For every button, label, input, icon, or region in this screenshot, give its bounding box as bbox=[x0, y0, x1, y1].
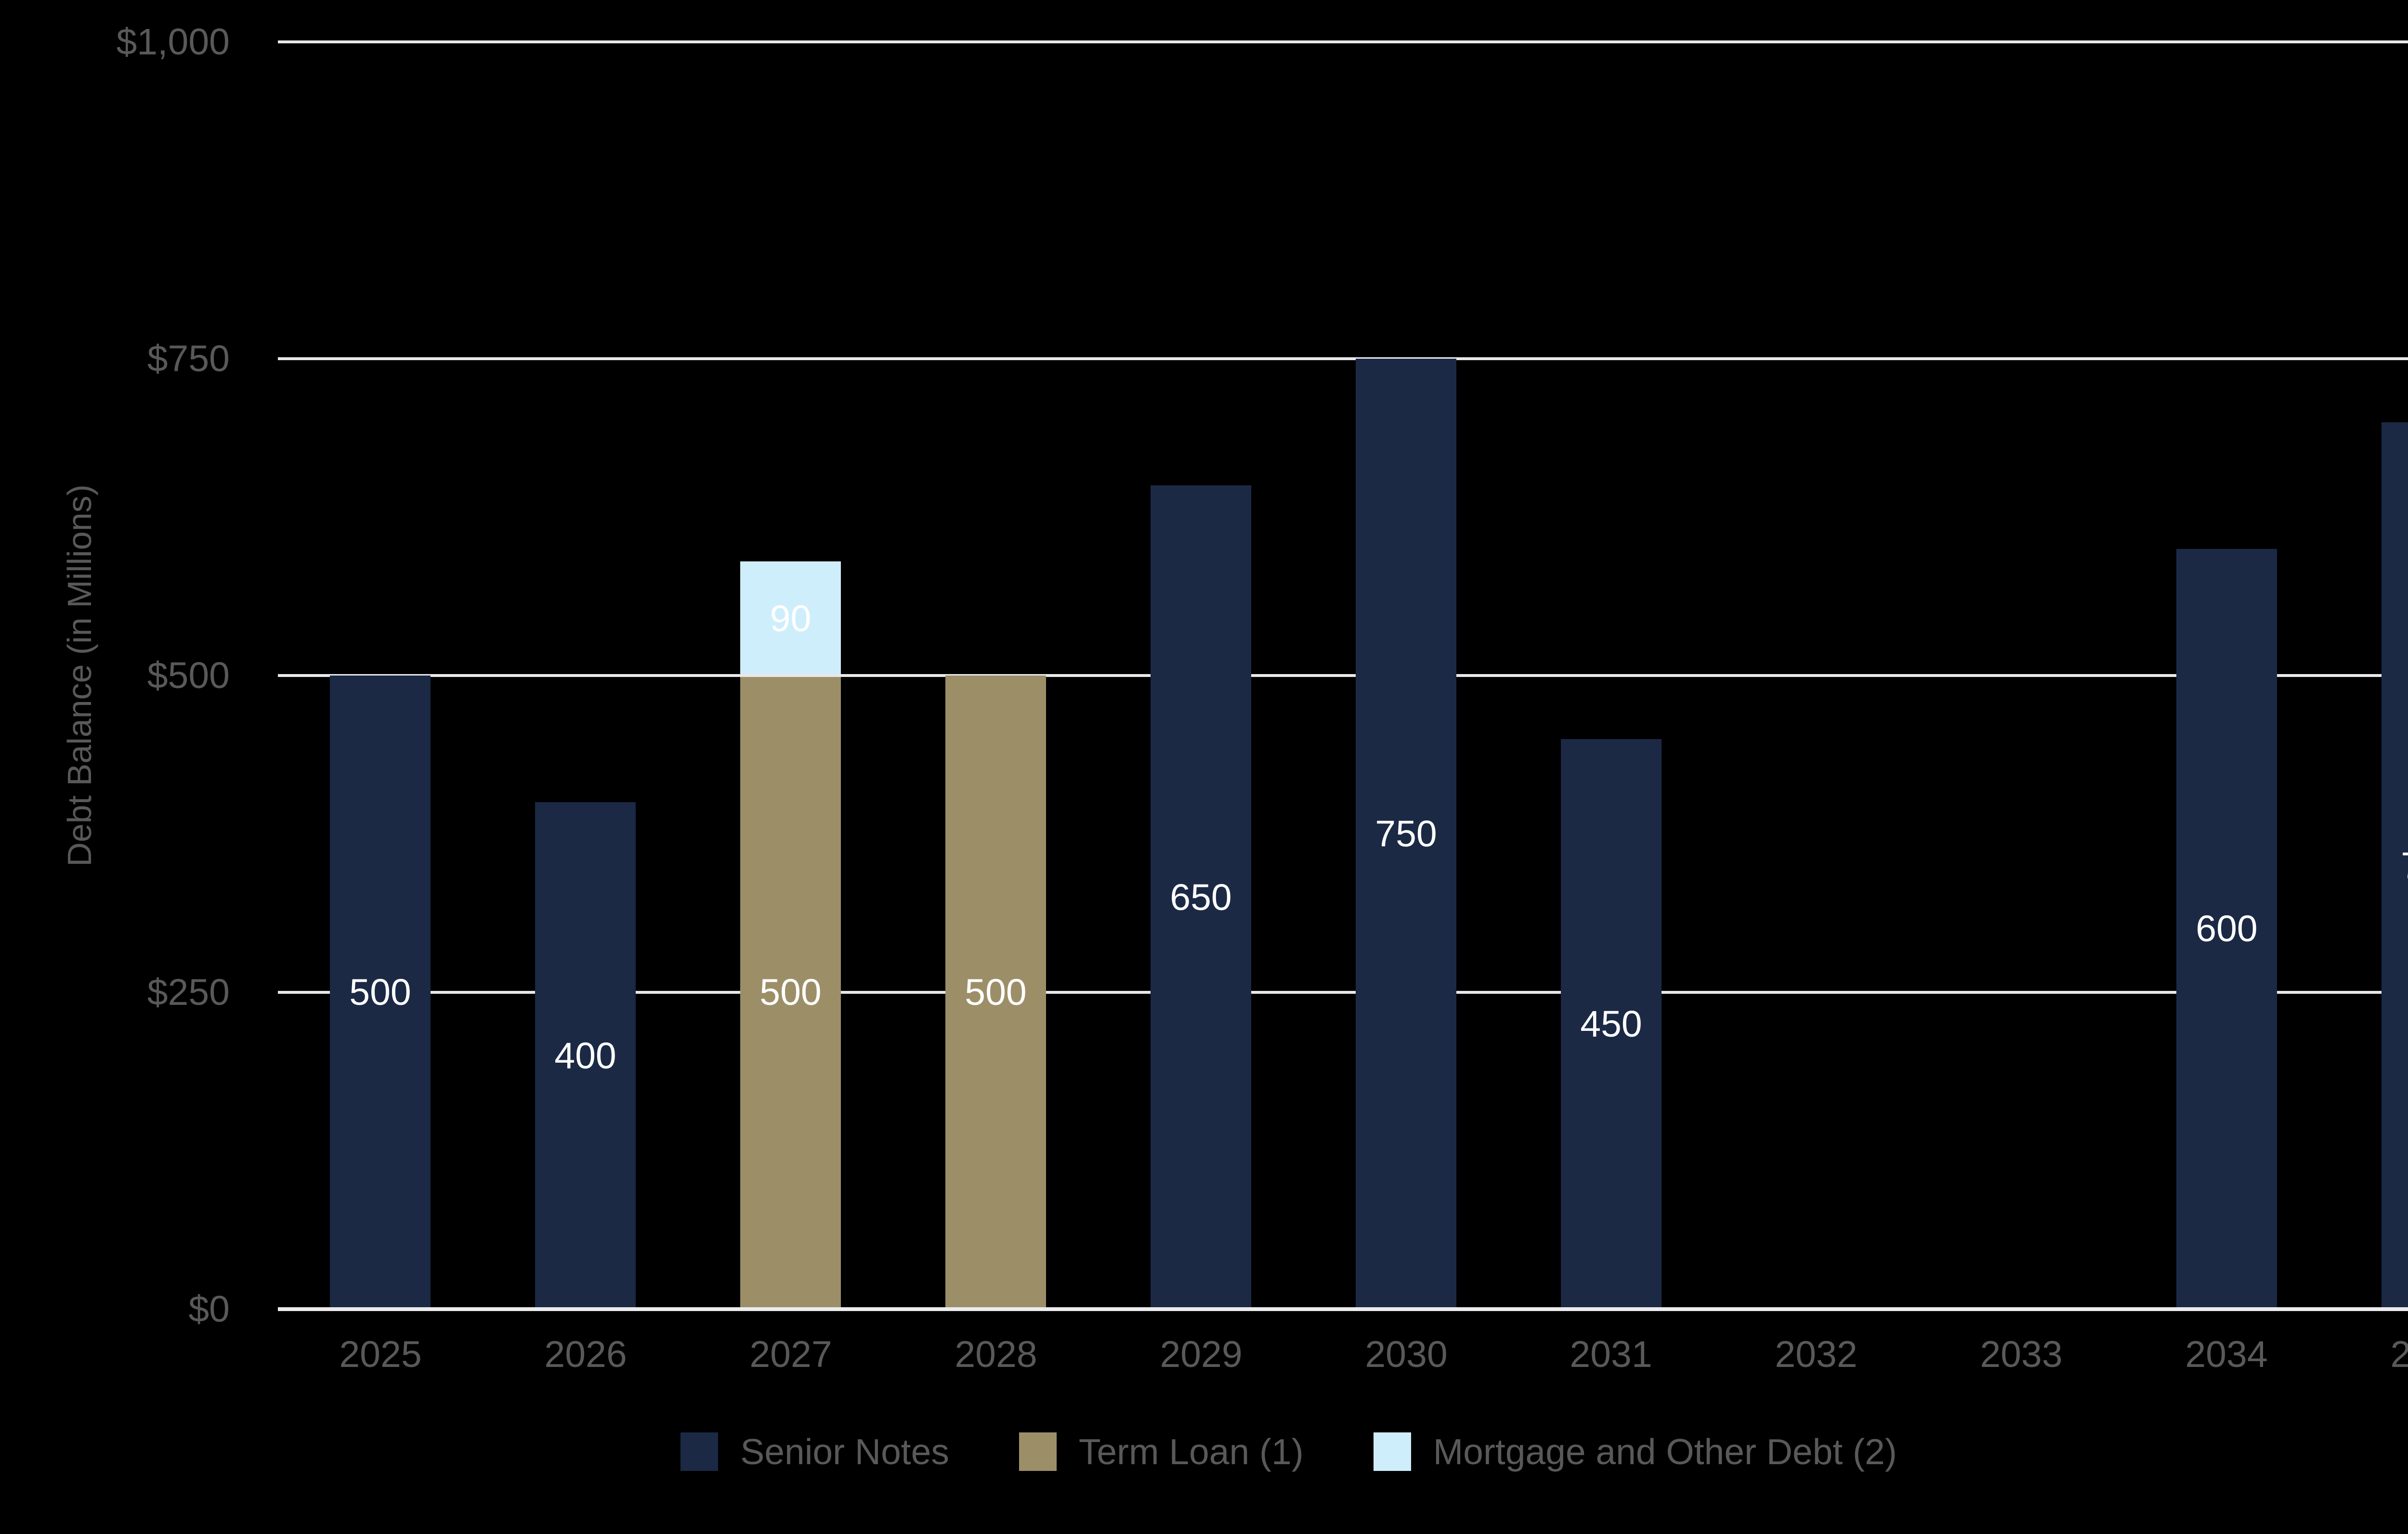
bar-value-label-2027-term-loan-1: 500 bbox=[759, 972, 822, 1013]
legend-label-mortgage-and-other-debt-2: Mortgage and Other Debt (2) bbox=[1433, 1431, 1897, 1472]
y-tick-label-250: $250 bbox=[147, 972, 230, 1013]
x-axis-label-2031: 2031 bbox=[1570, 1334, 1652, 1375]
x-axis-label-2029: 2029 bbox=[1160, 1334, 1243, 1375]
legend-item-mortgage-and-other-debt-2: Mortgage and Other Debt (2) bbox=[1373, 1431, 1897, 1472]
gridline-0 bbox=[278, 1307, 2408, 1311]
y-tick-label-1000: $1,000 bbox=[116, 21, 230, 63]
x-axis-label-2034: 2034 bbox=[2185, 1334, 2268, 1375]
bar-value-label-2028-term-loan-1: 500 bbox=[965, 972, 1027, 1013]
y-tick-label-500: $500 bbox=[147, 655, 230, 696]
y-tick-label-0: $0 bbox=[188, 1288, 230, 1330]
x-axis-label-2035: 2035 bbox=[2390, 1334, 2408, 1375]
bar-value-label-2026-senior-notes: 400 bbox=[554, 1035, 616, 1077]
bar-2027-term-loan-1 bbox=[740, 676, 841, 1309]
bar-value-label-2030-senior-notes: 750 bbox=[1375, 813, 1437, 855]
x-axis-label-2027: 2027 bbox=[749, 1334, 832, 1375]
y-tick-label-750: $750 bbox=[147, 338, 230, 379]
bar-2025-senior-notes bbox=[330, 676, 431, 1309]
legend: Senior Notes Term Loan (1) Mortgage and Ot… bbox=[0, 1432, 2408, 1471]
bar-2028-term-loan-1 bbox=[945, 676, 1046, 1309]
bar-value-label-2029-senior-notes: 650 bbox=[1170, 877, 1232, 918]
x-axis-label-2033: 2033 bbox=[1980, 1334, 2063, 1375]
x-axis-label-2028: 2028 bbox=[955, 1334, 1037, 1375]
bar-2034-senior-notes bbox=[2176, 549, 2277, 1309]
gridline-500 bbox=[278, 674, 2408, 677]
bar-value-label-2035-senior-notes: 700 bbox=[2382, 844, 2408, 887]
bar-2027-mortgage-and-other-debt-2 bbox=[740, 561, 841, 676]
bar-2035-senior-notes bbox=[2382, 422, 2408, 1309]
bar-value-label-2031-senior-notes: 450 bbox=[1580, 1003, 1642, 1045]
legend-item-senior-notes: Senior Notes bbox=[681, 1432, 949, 1471]
bar-2026-senior-notes bbox=[535, 802, 636, 1309]
x-axis-label-2030: 2030 bbox=[1365, 1334, 1448, 1375]
legend-label-senior-notes: Senior Notes bbox=[740, 1431, 949, 1472]
bar-value-label-2027-mortgage-and-other-debt-2: 90 bbox=[770, 598, 811, 639]
bar-value-label-2034-senior-notes: 600 bbox=[2196, 908, 2258, 949]
bar-2030-senior-notes bbox=[1356, 359, 1456, 1309]
x-axis-label-2026: 2026 bbox=[544, 1334, 627, 1375]
x-axis-label-2025: 2025 bbox=[339, 1334, 422, 1375]
legend-label-term-loan-1: Term Loan (1) bbox=[1078, 1431, 1304, 1472]
gridline-1000 bbox=[278, 40, 2408, 43]
gridline-250 bbox=[278, 991, 2408, 994]
gridline-750 bbox=[278, 357, 2408, 360]
bar-2031-senior-notes bbox=[1561, 739, 1662, 1309]
bar-2029-senior-notes bbox=[1151, 485, 1251, 1309]
x-axis-label-2032: 2032 bbox=[1775, 1334, 1858, 1375]
segment-divider-2027 bbox=[740, 674, 841, 677]
legend-swatch-mortgage-and-other-debt-2 bbox=[1373, 1432, 1411, 1471]
legend-swatch-senior-notes bbox=[681, 1432, 719, 1471]
legend-item-term-loan-1: Term Loan (1) bbox=[1019, 1432, 1304, 1471]
legend-swatch-term-loan-1 bbox=[1019, 1432, 1057, 1471]
bar-value-label-2025-senior-notes: 500 bbox=[349, 972, 411, 1013]
